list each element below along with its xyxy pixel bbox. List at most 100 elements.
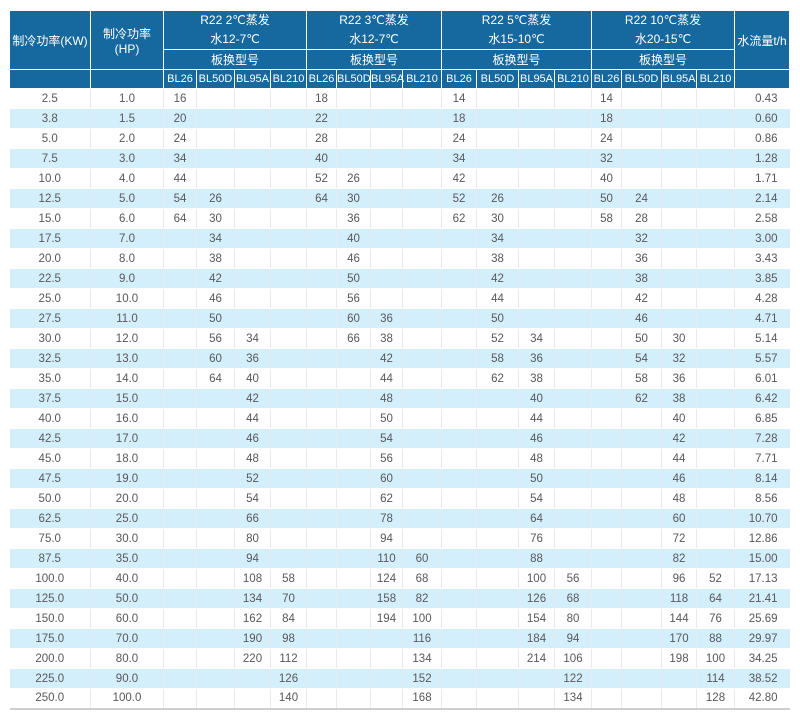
model-value-cell: 18 [306, 88, 337, 109]
model-value-cell [370, 288, 403, 309]
group-refrigerant-label: R22 5℃蒸发 [481, 13, 552, 27]
flow-cell: 8.56 [734, 488, 790, 509]
model-value-cell [591, 228, 622, 249]
model-value-cell: 94 [234, 548, 271, 569]
model-value-cell [306, 428, 337, 449]
flow-cell: 4.71 [734, 308, 790, 329]
model-value-cell [163, 468, 197, 489]
model-value-cell: 214 [518, 648, 555, 669]
model-value-cell [696, 268, 735, 289]
table-row: 17.5 7.0 34 40 34 32 3.00 [9, 228, 790, 249]
model-value-cell: 106 [554, 648, 592, 669]
model-value-cell [441, 468, 477, 489]
table-row: 87.5 35.0 94 110 60 88 82 15.00 [9, 548, 790, 569]
model-value-cell: 64 [163, 208, 197, 229]
table-row: 5.0 2.0 24 28 24 24 0.86 [9, 128, 790, 149]
model-value-cell [696, 128, 735, 149]
model-value-cell [270, 408, 307, 429]
model-value-cell [306, 628, 337, 649]
table-row: 200.0 80.0 220 112 134 214 106 198 100 34.25 [9, 648, 790, 669]
model-value-cell [476, 88, 519, 109]
model-column-header: BL210 [696, 69, 735, 89]
model-value-cell [163, 588, 197, 609]
model-value-cell [554, 368, 592, 389]
table-row: 35.0 14.0 64 40 44 62 38 58 36 6.01 [9, 368, 790, 389]
model-value-cell: 184 [518, 628, 555, 649]
model-value-cell [696, 168, 735, 189]
model-value-cell [270, 128, 307, 149]
model-value-cell: 32 [591, 148, 622, 169]
model-value-cell [518, 128, 555, 149]
empty-header-cell [90, 69, 164, 89]
model-value-cell: 42 [441, 168, 477, 189]
model-value-cell [336, 408, 371, 429]
model-value-cell [591, 568, 622, 589]
kw-cell: 12.5 [9, 188, 91, 209]
model-value-cell [696, 248, 735, 269]
flow-cell: 1.28 [734, 148, 790, 169]
model-value-cell [441, 488, 477, 509]
model-value-cell [196, 428, 235, 449]
model-value-cell [591, 488, 622, 509]
kw-cell: 7.5 [9, 148, 91, 169]
model-value-cell [163, 308, 197, 329]
model-value-cell [306, 608, 337, 629]
model-row-label: 板换型号 [306, 49, 442, 70]
model-value-cell [336, 688, 371, 709]
model-value-cell: 60 [370, 468, 403, 489]
model-value-cell [234, 688, 271, 709]
model-value-cell [196, 448, 235, 469]
model-value-cell: 72 [661, 528, 697, 549]
model-value-cell [591, 688, 622, 709]
model-value-cell [591, 588, 622, 609]
model-value-cell [441, 388, 477, 409]
model-value-cell [370, 688, 403, 709]
table-row: 37.5 15.0 42 48 40 62 38 6.42 [9, 388, 790, 409]
model-value-cell [476, 488, 519, 509]
kw-cell: 87.5 [9, 548, 91, 569]
model-value-cell: 122 [554, 668, 592, 689]
flow-cell: 5.14 [734, 328, 790, 349]
model-column-header: BL210 [554, 69, 592, 89]
model-value-cell [621, 108, 662, 129]
model-column-header: BL95A [234, 69, 271, 89]
model-value-cell: 38 [196, 248, 235, 269]
model-value-cell [270, 208, 307, 229]
model-value-cell [476, 668, 519, 689]
flow-cell: 21.41 [734, 588, 790, 609]
model-value-cell [306, 288, 337, 309]
model-value-cell: 194 [370, 608, 403, 629]
kw-cell: 32.5 [9, 348, 91, 369]
model-value-cell: 50 [196, 308, 235, 329]
model-value-cell [554, 108, 592, 129]
hp-cell: 4.0 [90, 168, 164, 189]
model-value-cell [370, 668, 403, 689]
model-value-cell: 26 [336, 168, 371, 189]
model-value-cell [402, 148, 442, 169]
model-value-cell: 108 [234, 568, 271, 589]
model-value-cell: 42 [661, 428, 697, 449]
model-value-cell [554, 468, 592, 489]
model-value-cell [621, 508, 662, 529]
table-row: 175.0 70.0 190 98 116 184 94 170 88 29.97 [9, 628, 790, 649]
model-value-cell: 14 [441, 88, 477, 109]
model-value-cell: 94 [554, 628, 592, 649]
model-value-cell [661, 88, 697, 109]
model-value-cell: 76 [696, 608, 735, 629]
model-value-cell: 100 [518, 568, 555, 589]
model-value-cell [696, 208, 735, 229]
model-value-cell: 50 [621, 328, 662, 349]
model-value-cell: 50 [518, 468, 555, 489]
model-value-cell [306, 208, 337, 229]
model-value-cell [441, 228, 477, 249]
model-value-cell [163, 488, 197, 509]
model-value-cell [554, 208, 592, 229]
model-value-cell: 126 [270, 668, 307, 689]
model-value-cell [196, 688, 235, 709]
hp-cell: 13.0 [90, 348, 164, 369]
model-value-cell [696, 448, 735, 469]
model-value-cell [621, 428, 662, 449]
hp-cell: 70.0 [90, 628, 164, 649]
model-value-cell [696, 148, 735, 169]
model-value-cell [306, 528, 337, 549]
